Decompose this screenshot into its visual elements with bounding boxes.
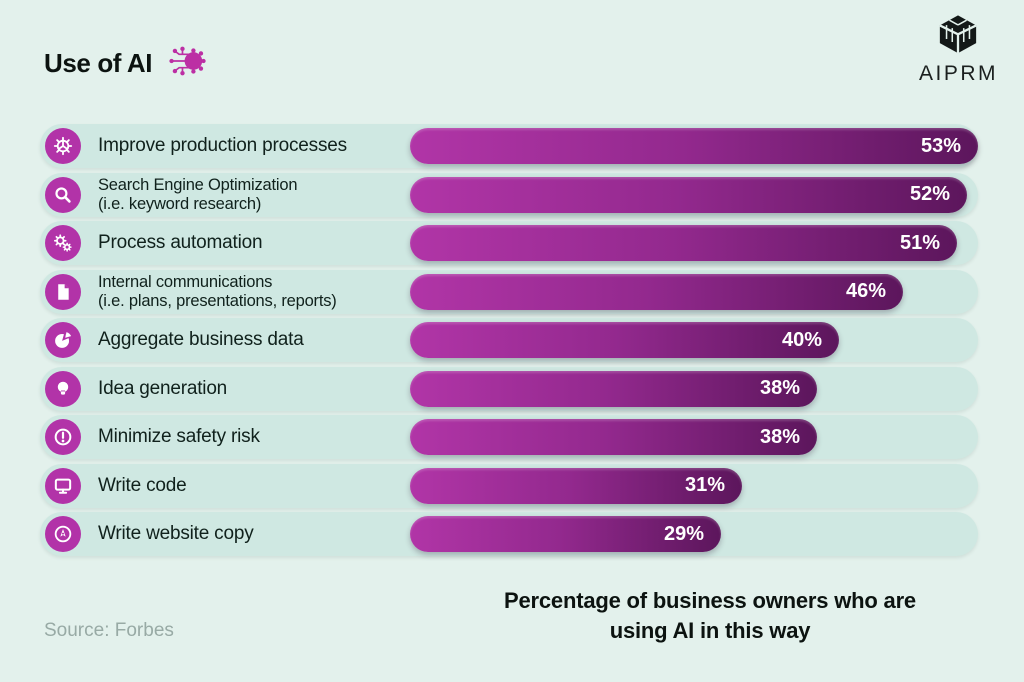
aiprm-cube-logo-icon [937, 14, 979, 59]
chart-row-idea-generation: Idea generation 38% [40, 366, 978, 411]
header: Use of AI [44, 44, 206, 83]
row-label: Internal communications [98, 273, 273, 292]
bar-value-label: 38% [759, 425, 800, 448]
chart-row-write-code: Write code 31% [40, 463, 978, 508]
alert-icon [45, 419, 81, 455]
row-sublabel: (i.e. keyword research) [98, 194, 262, 213]
row-label: Minimize safety risk [98, 426, 260, 448]
ai-circuit-brain-icon [164, 44, 206, 83]
bar: 38% [410, 419, 817, 455]
chart-row-seo: Search Engine Optimization (i.e. keyword… [40, 172, 978, 217]
bar: 52% [410, 176, 967, 213]
bar-chart: Improve production processes 53% Search … [40, 124, 978, 556]
row-label: Improve production processes [98, 135, 347, 157]
pen-circle-icon [45, 516, 81, 552]
chart-row-improve-production: Improve production processes 53% [40, 124, 978, 168]
bar-value-label: 40% [781, 328, 822, 351]
chart-row-internal-communications: Internal communications (i.e. plans, pre… [40, 269, 978, 314]
row-label: Search Engine Optimization [98, 176, 298, 195]
pie-chart-icon [45, 322, 81, 358]
bar-value-label: 52% [909, 183, 950, 205]
bar: 29% [410, 516, 721, 552]
row-label: Aggregate business data [98, 329, 304, 351]
bar-value-label: 53% [920, 134, 961, 157]
document-icon [45, 273, 81, 310]
brand-name: AIPRM [918, 62, 998, 85]
row-label: Idea generation [98, 377, 228, 399]
chart-caption: Percentage of business owners who are us… [504, 588, 916, 643]
bar: 51% [410, 225, 957, 261]
row-label: Write website copy [98, 523, 254, 545]
bar: 40% [410, 322, 839, 358]
chart-row-write-website-copy: Write website copy 29% [40, 512, 978, 556]
page-title: Use of AI [44, 48, 153, 78]
row-label: Process automation [98, 232, 263, 254]
bar-value-label: 29% [663, 522, 704, 545]
bar-value-label: 46% [845, 280, 886, 302]
chart-row-minimize-safety-risk: Minimize safety risk 38% [40, 415, 978, 459]
brand-logo: AIPRM [919, 14, 998, 86]
bar: 38% [410, 370, 817, 407]
bar-value-label: 38% [759, 377, 800, 399]
magnifier-icon [45, 176, 81, 213]
row-sublabel: (i.e. plans, presentations, reports) [98, 291, 337, 310]
chart-row-aggregate-data: Aggregate business data 40% [40, 318, 978, 362]
bar: 53% [410, 128, 978, 164]
bar-value-label: 31% [684, 474, 725, 496]
gear-icon [45, 128, 81, 164]
bar-value-label: 51% [899, 231, 940, 254]
monitor-icon [45, 467, 81, 504]
bar: 46% [410, 273, 903, 310]
chart-row-process-automation: Process automation 51% [40, 221, 978, 265]
row-label: Write code [98, 474, 187, 496]
source-attribution: Source: Forbes [44, 620, 174, 641]
bar: 31% [410, 467, 742, 504]
lightbulb-icon [45, 370, 81, 407]
double-gears-icon [45, 225, 81, 261]
